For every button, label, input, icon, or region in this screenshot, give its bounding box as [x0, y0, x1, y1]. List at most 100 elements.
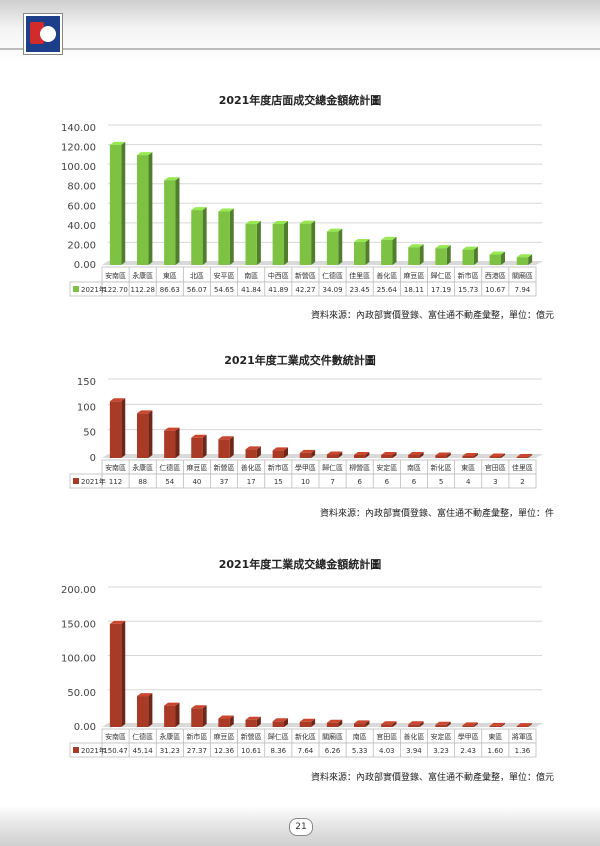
bar-front — [408, 454, 420, 458]
bar-side — [446, 245, 451, 265]
bar — [435, 721, 451, 727]
bar-front — [516, 257, 529, 265]
data-label: 23.45 — [350, 286, 370, 294]
bar — [326, 228, 343, 265]
bar-top — [299, 718, 316, 722]
bar-top — [353, 720, 370, 724]
y-tick-label: 40.00 — [67, 221, 96, 232]
data-label: 56.07 — [187, 286, 207, 294]
category-label: 中西區 — [268, 271, 289, 280]
bar-top — [299, 220, 316, 224]
bar-front — [381, 724, 393, 727]
bar-side — [229, 715, 234, 727]
bar-top — [353, 239, 370, 243]
bar-front — [381, 454, 393, 458]
bar-side — [392, 236, 397, 265]
bar-top — [136, 693, 153, 697]
bar-top — [408, 721, 424, 725]
data-label: 86.63 — [160, 286, 180, 294]
bar-top — [191, 434, 207, 438]
bar-front — [353, 723, 366, 727]
bar-front — [164, 180, 176, 265]
bar-side — [175, 427, 180, 458]
chart1-source: 資料來源：內政部實價登錄、富住通不動產彙整，單位：億元 — [310, 311, 554, 321]
bar-top — [109, 398, 126, 402]
bar-front — [136, 413, 149, 458]
bar-front — [191, 437, 203, 458]
category-label: 安南區 — [105, 463, 126, 472]
category-label: 南區 — [353, 732, 367, 741]
bar-side — [311, 718, 316, 727]
bar — [435, 452, 451, 458]
bar — [191, 207, 207, 265]
data-label: 40 — [192, 478, 201, 486]
data-label: 6 — [412, 478, 417, 486]
bar-side — [148, 693, 153, 727]
table-value-row — [69, 742, 537, 758]
data-label: 6 — [385, 478, 390, 486]
bar — [516, 453, 533, 458]
category-label: 新化區 — [295, 732, 316, 741]
data-label: 88 — [138, 478, 147, 486]
bar-side — [202, 705, 207, 727]
bar-top — [489, 251, 506, 255]
bar-front — [109, 144, 122, 265]
bar — [164, 702, 180, 727]
bar-front — [326, 454, 339, 458]
data-label: 7.94 — [515, 286, 531, 294]
bar-top — [462, 722, 478, 726]
bar-side — [148, 152, 153, 265]
bar — [109, 141, 126, 265]
category-label: 新營區 — [241, 732, 262, 741]
bar — [489, 453, 506, 458]
bar-side — [419, 451, 424, 458]
bar-top — [516, 254, 533, 258]
category-label: 安南區 — [105, 732, 126, 741]
category-label: 安平區 — [214, 271, 235, 280]
bar — [381, 236, 397, 265]
bar — [381, 451, 397, 458]
legend-swatch — [73, 478, 79, 484]
data-label: 3.94 — [406, 747, 422, 755]
bar-front — [326, 231, 339, 265]
category-label: 永康區 — [132, 271, 153, 280]
legend-label: 2021年 — [81, 477, 106, 486]
chart2-source: 資料來源：內政部實價登錄、富住通不動產彙整，單位：件 — [319, 509, 554, 519]
bar — [489, 722, 506, 727]
table-value-row — [69, 281, 537, 297]
bar-side — [338, 719, 343, 727]
chart1-store-amount: 0.00 20.00 40.00 60.00 80.00 100.00 120.00 140.… — [61, 123, 542, 297]
bar — [218, 208, 234, 265]
data-label: 54 — [165, 478, 174, 486]
data-label: 5 — [439, 478, 443, 486]
bar — [245, 221, 261, 265]
category-label: 佳里區 — [512, 463, 533, 472]
page-number: 21 — [289, 818, 313, 836]
bar-front — [435, 724, 447, 727]
chart-floor — [102, 454, 542, 458]
bar-top — [326, 719, 343, 723]
bar-top — [272, 718, 289, 722]
bar — [164, 177, 180, 265]
bar-front — [353, 454, 366, 458]
category-label: 學甲區 — [458, 732, 479, 741]
bar-side — [419, 721, 424, 727]
bar-front — [109, 401, 122, 458]
bar-front — [489, 725, 502, 727]
data-label: 34.09 — [323, 286, 343, 294]
bar-front — [272, 224, 285, 265]
bar-top — [164, 177, 180, 181]
bar-top — [489, 722, 506, 726]
bar-side — [501, 251, 506, 265]
data-label: 1.36 — [515, 747, 531, 755]
category-label: 佳里區 — [349, 271, 370, 280]
bar-front — [245, 719, 257, 727]
logo-icon — [24, 14, 62, 54]
bar — [136, 693, 153, 727]
bar-top — [326, 228, 343, 232]
bar-side — [338, 451, 343, 458]
bar-front — [136, 155, 149, 265]
y-tick-label: 0.00 — [74, 722, 96, 733]
header-divider — [0, 48, 600, 50]
data-label: 18.11 — [404, 286, 424, 294]
